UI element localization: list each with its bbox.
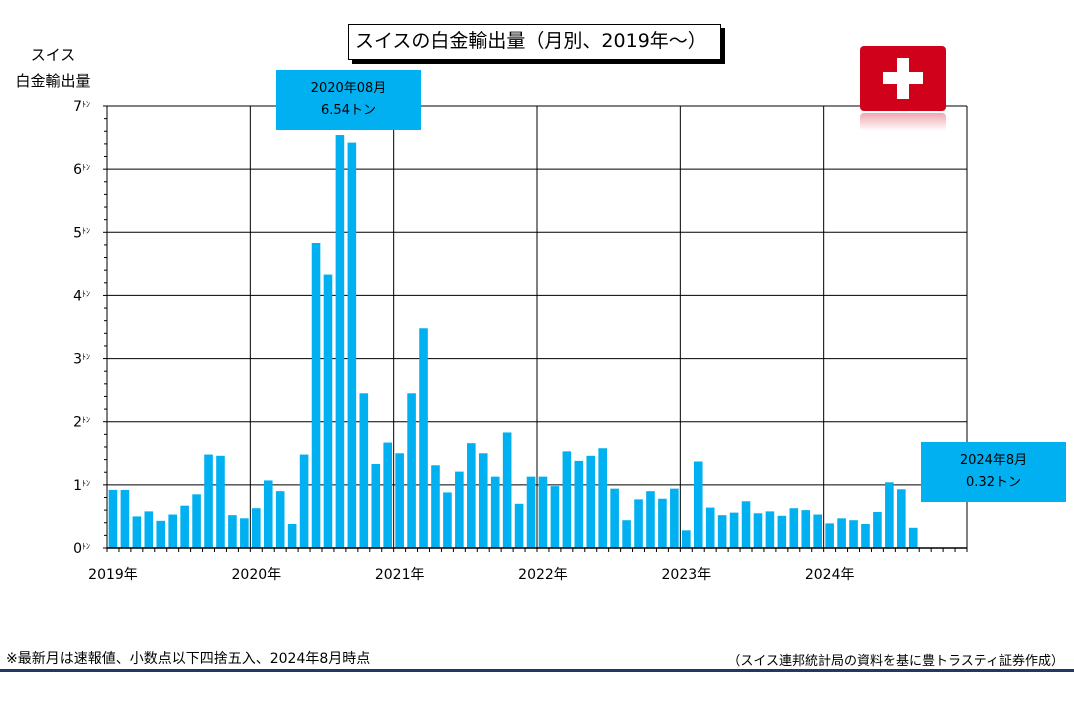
bar [443,492,452,548]
bar [478,453,488,548]
latest-annotation-value: 0.32トン [966,475,1021,490]
bar [275,491,285,548]
y-tick-label: 5ﾄﾝ [73,225,90,241]
y-tick-label: 3ﾄﾝ [73,352,90,368]
bar [228,515,237,548]
bar [789,508,799,548]
peak-annotation-value: 6.54トン [321,103,376,118]
y-tick-label: 2ﾄﾝ [73,415,90,431]
bar [455,471,464,548]
source-note: （スイス連邦統計局の資料を基に豊トラスティ証券作成） [727,654,1064,669]
bar [717,515,727,548]
bar [646,491,655,548]
bar [347,142,357,548]
x-year-label: 2024年 [805,567,855,583]
footnote: ※最新月は速報値、小数点以下四捨五入、2024年8月時点 [6,651,371,667]
bar [610,488,619,548]
bar [156,520,166,548]
y-axis-label: スイス 白金輸出量 [8,42,98,94]
bar [753,513,763,548]
bar [323,274,333,548]
latest-annotation-date: 2024年8月 [959,453,1028,468]
bar [586,455,596,548]
bar [287,524,297,548]
chart-title: スイスの白金輸出量（月別、2019年～） [348,24,721,60]
bar [705,507,715,548]
y-tick-label: 0ﾄﾝ [73,541,90,557]
bar [490,476,500,548]
x-year-label: 2023年 [662,567,712,583]
bar [467,443,476,548]
bar [144,511,154,548]
bar [514,503,524,548]
latest-annotation: 2024年8月 0.32トン [921,442,1066,502]
bar [299,454,309,548]
bar [120,489,130,548]
peak-annotation: 2020年08月 6.54トン [276,70,421,130]
bar [204,454,213,548]
bar [180,505,189,548]
bar [885,482,894,548]
bar [837,518,846,548]
bar [873,512,882,548]
swiss-flag-icon [860,46,946,111]
bar [813,514,822,548]
bar [562,451,572,548]
bar [335,135,345,548]
bar [359,393,369,548]
bar [371,464,381,548]
bar [395,453,404,548]
bar [861,524,870,548]
bar [693,461,703,548]
flag-reflection [860,113,946,131]
y-axis-label-line-2: 白金輸出量 [15,72,91,90]
bar [526,476,536,548]
bar [849,520,858,548]
bar [216,455,225,548]
x-year-label: 2022年 [518,567,568,583]
bar [908,527,918,548]
x-year-label: 2020年 [232,567,282,583]
bottom-divider [0,669,1074,672]
y-tick-label: 1ﾄﾝ [73,478,90,494]
y-axis-label-line-1: スイス [30,46,76,64]
bar [634,499,643,548]
bar [538,476,548,548]
bar [108,489,118,548]
bar [670,488,679,548]
bar [132,516,142,548]
peak-annotation-date: 2020年08月 [310,81,387,96]
bar [801,510,811,548]
bar [825,523,834,548]
bar [431,465,440,548]
bar [383,442,392,548]
bar [168,514,177,548]
y-tick-label: 4ﾄﾝ [73,288,90,304]
bar [682,530,691,548]
bar [622,520,631,548]
bar [419,328,428,548]
bar [574,460,584,548]
bar [192,494,201,548]
bar [658,498,667,548]
bar [263,480,273,548]
y-tick-label: 6ﾄﾝ [73,162,90,178]
bar [502,432,512,548]
bar [777,515,787,548]
x-year-label: 2021年 [375,567,425,583]
bar [252,508,261,548]
bar [240,518,249,548]
bar [897,489,906,548]
x-year-label: 2019年 [88,567,138,583]
y-tick-label: 7ﾄﾝ [73,99,90,115]
bar [729,512,739,548]
bar [765,511,775,548]
bar [550,486,560,548]
bar [598,448,607,548]
bar [311,243,321,548]
bar [741,501,751,548]
bar [407,393,416,548]
